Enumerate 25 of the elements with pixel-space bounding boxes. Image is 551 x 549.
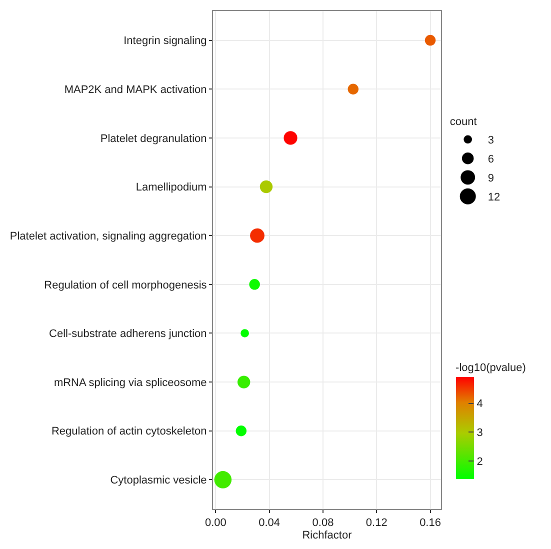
- x-tick-label: 0.00: [204, 517, 226, 530]
- legend-label: 12: [488, 192, 500, 204]
- y-tick-label: Platelet activation, signaling aggregation: [10, 230, 207, 242]
- color-bar-label: 2: [476, 456, 483, 468]
- x-tick-label: 0.04: [258, 517, 280, 530]
- y-tick-label: Regulation of actin cytoskeleton: [51, 426, 207, 438]
- legend-label: 9: [488, 172, 494, 185]
- y-tick-label: Integrin signaling: [124, 35, 207, 48]
- x-tick-label: 0.16: [420, 517, 441, 530]
- color-bar-title: -log10(pvalue): [456, 362, 526, 374]
- y-tick-label: Regulation of cell morphogenesis: [44, 279, 208, 292]
- color-bar-label: 3: [476, 427, 483, 440]
- y-tick-label: Platelet degranulation: [100, 132, 207, 145]
- legend-label: 3: [488, 134, 494, 147]
- y-tick-label: Cytoplasmic vesicle: [110, 474, 207, 487]
- legend-label: 6: [488, 154, 494, 166]
- y-tick-label: Cell-substrate adherens junction: [49, 328, 207, 340]
- x-axis-title: Richfactor: [302, 529, 352, 542]
- y-tick-label: MAP2K and MAPK activation: [64, 84, 207, 96]
- y-tick-label: Lamellipodium: [136, 182, 207, 194]
- legend-title: count: [450, 116, 477, 128]
- x-tick-label: 0.08: [312, 517, 334, 530]
- x-tick-label: 0.12: [366, 517, 388, 530]
- y-tick-label: mRNA splicing via spliceosome: [54, 376, 207, 389]
- color-bar-label: 4: [476, 398, 483, 410]
